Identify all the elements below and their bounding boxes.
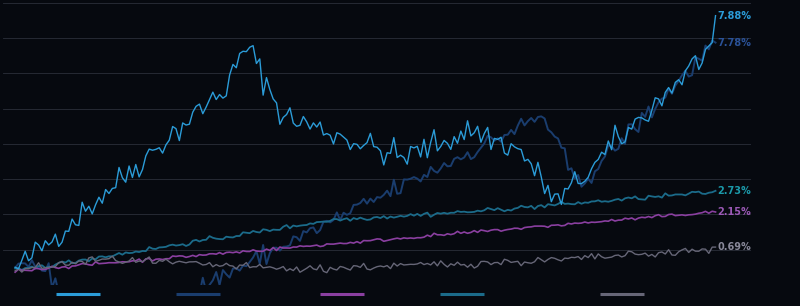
Text: 2.73%: 2.73% — [718, 186, 751, 196]
Text: 7.88%: 7.88% — [718, 11, 751, 21]
Text: 7.78%: 7.78% — [718, 38, 751, 48]
Text: 0.69%: 0.69% — [718, 242, 751, 252]
Text: 2.15%: 2.15% — [718, 207, 751, 217]
